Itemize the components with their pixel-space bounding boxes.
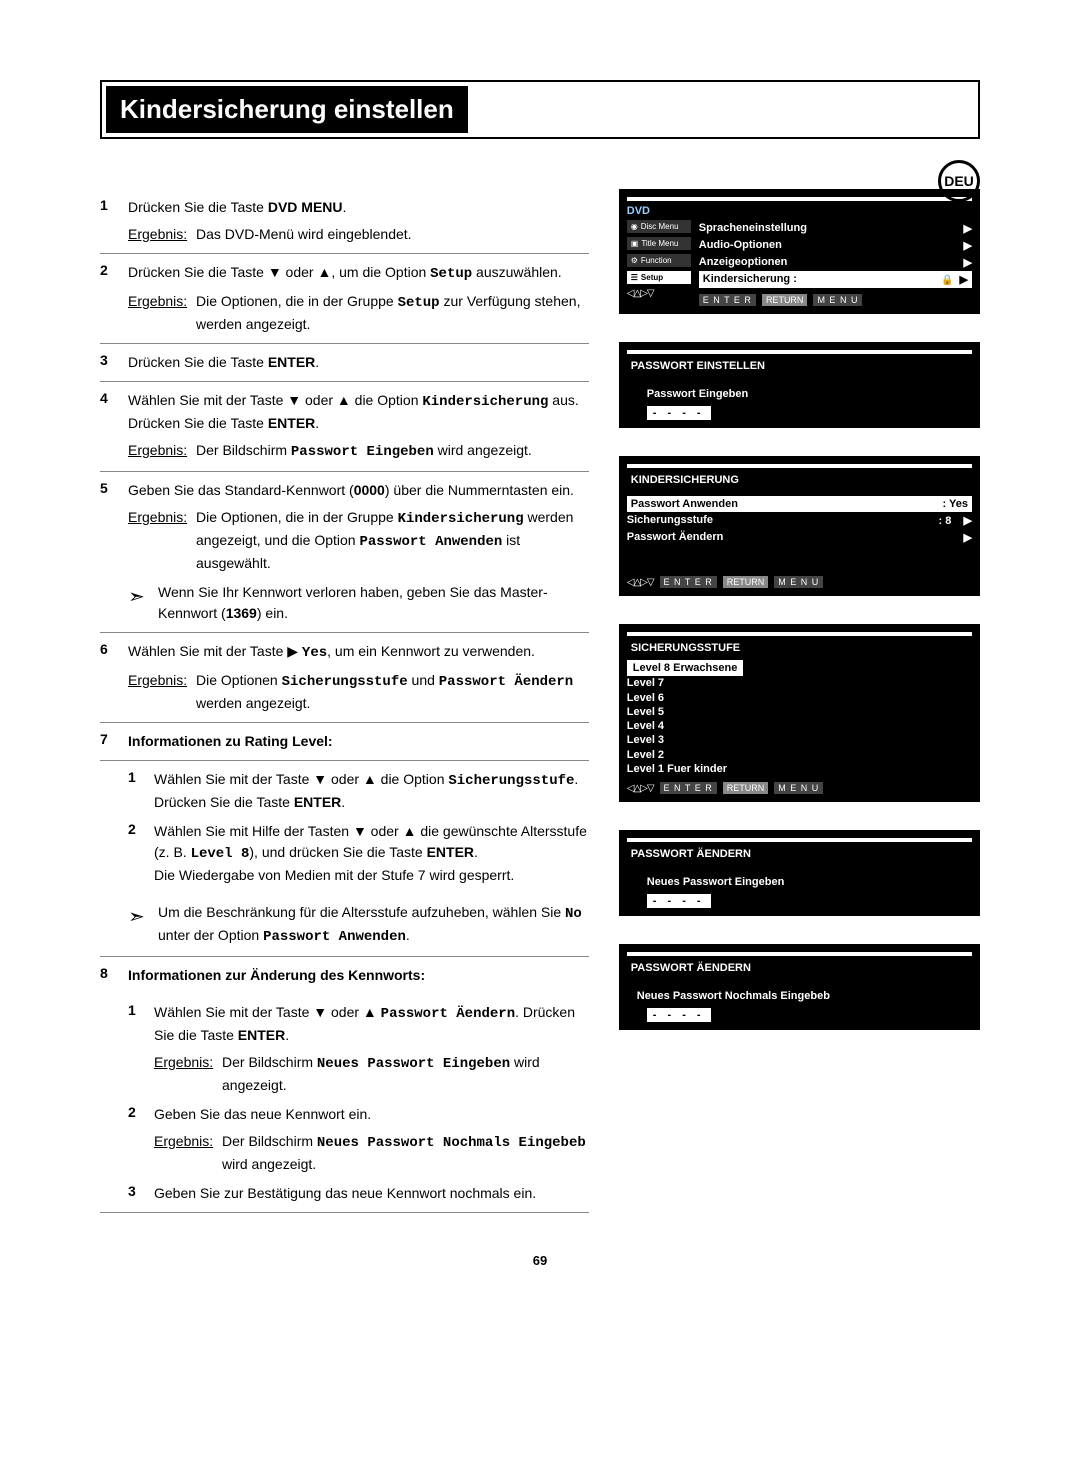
osd-password-set: PASSWORT EINSTELLEN Passwort Eingeben - …	[619, 342, 980, 428]
step-7: 7 Informationen zu Rating Level:	[100, 723, 589, 761]
step-7-sub2: 2 Wählen Sie mit Hilfe der Tasten ▼ oder…	[100, 821, 589, 886]
step-3: 3 Drücken Sie die Taste ENTER.	[100, 344, 589, 382]
osd-column: DVD ◉Disc Menu ▣Title Menu ⚙Function ☰Se…	[619, 189, 980, 1213]
step-2: 2 Drücken Sie die Taste ▼ oder ▲, um die…	[100, 254, 589, 344]
nav-cross-icon: ◁△▷▽	[627, 577, 654, 588]
note-icon: ➣	[128, 902, 158, 948]
note-icon: ➣	[128, 582, 158, 624]
step-7-sub1: 1 Wählen Sie mit der Taste ▼ oder ▲ die …	[100, 769, 589, 813]
page-number: 69	[100, 1253, 980, 1268]
step-8: 8 Informationen zur Änderung des Kennwor…	[100, 957, 589, 994]
step-6: 6 Wählen Sie mit der Taste ▶ Yes, um ein…	[100, 633, 589, 723]
step-5: 5 Geben Sie das Standard-Kennwort (0000)…	[100, 472, 589, 633]
osd-sicherungsstufe: SICHERUNGSSTUFE Level 8 Erwachsene Level…	[619, 624, 980, 802]
step-7-note: ➣ Um die Beschränkung für die Altersstuf…	[100, 886, 589, 957]
nav-cross-icon: ◁△▷▽	[627, 288, 691, 299]
osd-disc-menu: ◉Disc Menu	[627, 220, 691, 233]
page-title: Kindersicherung einstellen	[106, 86, 468, 133]
language-badge: DEU	[938, 160, 980, 202]
osd-setup: ☰Setup	[627, 271, 691, 284]
step-4: 4 Wählen Sie mit der Taste ▼ oder ▲ die …	[100, 382, 589, 472]
step-8-sub1: 1 Wählen Sie mit der Taste ▼ oder ▲ Pass…	[100, 1002, 589, 1096]
page-title-bar: Kindersicherung einstellen	[100, 80, 980, 139]
step-8-sub3: 3 Geben Sie zur Bestätigung das neue Ken…	[100, 1175, 589, 1213]
osd-kindersicherung: KINDERSICHERUNG Passwort Anwenden: Yes S…	[619, 456, 980, 596]
step-1: 1 Drücken Sie die Taste DVD MENU. Ergebn…	[100, 189, 589, 254]
osd-password-change: PASSWORT ÄENDERN Neues Passwort Eingeben…	[619, 830, 980, 916]
lock-icon	[941, 274, 953, 286]
osd-dvd-setup: DVD ◉Disc Menu ▣Title Menu ⚙Function ☰Se…	[619, 189, 980, 314]
step-8-sub2: 2 Geben Sie das neue Kennwort ein. Ergeb…	[100, 1104, 589, 1175]
osd-function: ⚙Function	[627, 254, 691, 267]
osd-title-menu: ▣Title Menu	[627, 237, 691, 250]
nav-cross-icon: ◁△▷▽	[627, 783, 654, 794]
osd-password-change-again: PASSWORT ÄENDERN Neues Passwort Nochmals…	[619, 944, 980, 1030]
instructions-column: 1 Drücken Sie die Taste DVD MENU. Ergebn…	[100, 189, 589, 1213]
